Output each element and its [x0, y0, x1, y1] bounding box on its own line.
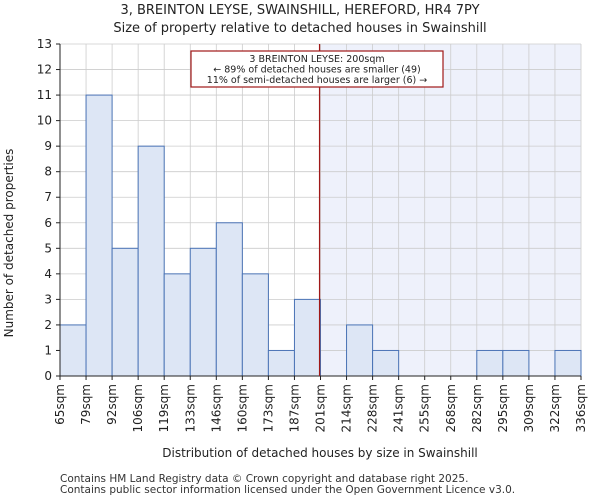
x-tick-label: 201sqm [314, 384, 328, 432]
x-tick-label: 160sqm [235, 384, 249, 432]
x-tick-label: 336sqm [574, 384, 588, 432]
y-tick-label: 8 [44, 165, 52, 179]
y-tick-label: 3 [44, 292, 52, 306]
y-tick-label: 5 [44, 241, 52, 255]
x-tick-label: 106sqm [131, 384, 145, 432]
histogram-bar [476, 349, 504, 377]
histogram-bar [293, 298, 322, 377]
histogram-bar [554, 349, 582, 377]
larger-region-shade [319, 44, 581, 376]
y-tick-label: 7 [44, 190, 52, 204]
x-tick-label: 146sqm [209, 384, 223, 432]
y-tick-label: 0 [44, 369, 52, 383]
x-tick-label: 268sqm [444, 384, 458, 432]
y-tick-label: 12 [37, 63, 52, 77]
y-tick-label: 11 [37, 88, 52, 102]
marker-label-smaller: ← 89% of detached houses are smaller (49… [213, 65, 420, 76]
histogram-bar [163, 273, 191, 377]
y-tick-label: 10 [37, 114, 52, 128]
x-tick-label: 187sqm [287, 384, 301, 432]
x-tick-label: 214sqm [340, 384, 354, 432]
x-tick-label: 133sqm [183, 384, 197, 432]
histogram-bar [85, 94, 113, 377]
histogram-bar [59, 324, 87, 377]
histogram-bar [111, 247, 139, 377]
x-tick-label: 282sqm [470, 384, 484, 432]
y-tick-label: 2 [44, 318, 52, 332]
footer-licence: Contains public sector information licen… [60, 484, 516, 496]
y-tick-label: 6 [44, 216, 52, 230]
x-tick-label: 92sqm [105, 384, 119, 425]
histogram-bar [189, 247, 217, 377]
x-tick-label: 255sqm [418, 384, 432, 432]
histogram-bar [346, 324, 374, 377]
x-tick-label: 309sqm [522, 384, 536, 432]
y-tick-label: 4 [44, 267, 52, 281]
marker-annotation-box [190, 50, 444, 88]
histogram-bar [267, 349, 295, 377]
footer-copyright: Contains HM Land Registry data © Crown c… [60, 473, 469, 485]
y-tick-label: 1 [44, 343, 52, 357]
histogram-bar [502, 349, 530, 377]
histogram-bar [372, 349, 400, 377]
histogram-bar [241, 273, 269, 377]
marker-label-title: 3 BREINTON LEYSE: 200sqm [249, 54, 384, 65]
histogram-bar [215, 222, 243, 377]
marker-label-larger: 11% of semi-detached houses are larger (… [207, 75, 427, 86]
x-axis-label: Distribution of detached houses by size … [162, 446, 478, 460]
x-tick-label: 79sqm [79, 384, 93, 425]
x-tick-label: 173sqm [261, 384, 275, 432]
chart-title-line1: 3, BREINTON LEYSE, SWAINSHILL, HEREFORD,… [120, 3, 480, 18]
y-tick-label: 13 [37, 37, 52, 51]
x-tick-label: 241sqm [392, 384, 406, 432]
x-tick-label: 119sqm [157, 384, 171, 432]
x-tick-label: 322sqm [548, 384, 562, 432]
y-tick-label: 9 [44, 139, 52, 153]
chart-title-line2: Size of property relative to detached ho… [113, 21, 487, 36]
histogram-bar [137, 145, 165, 377]
y-axis-label: Number of detached properties [2, 149, 16, 338]
x-tick-label: 228sqm [366, 384, 380, 432]
x-tick-label: 295sqm [496, 384, 510, 432]
x-tick-label: 65sqm [53, 384, 67, 425]
